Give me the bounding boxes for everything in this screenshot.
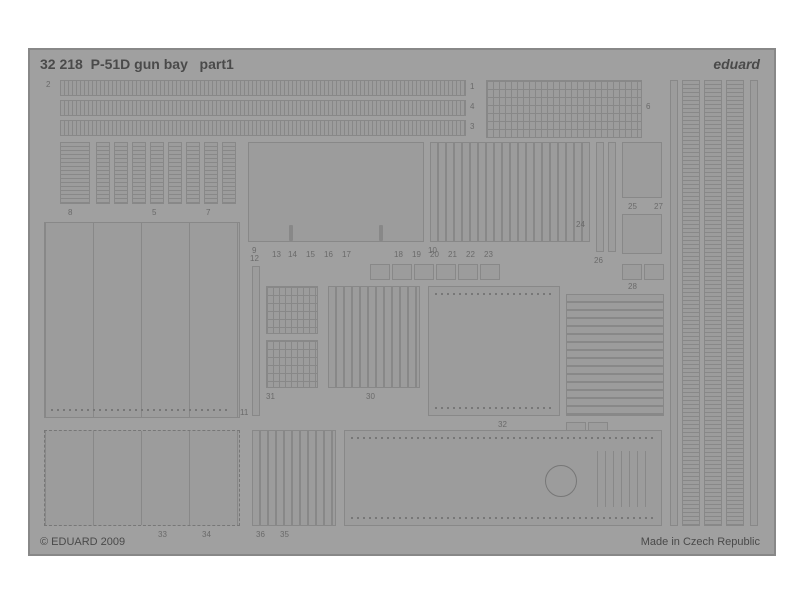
part-24: [608, 142, 616, 252]
label-17: 17: [342, 250, 351, 259]
rivets-bot-b: [351, 517, 657, 519]
part-25: [622, 142, 662, 198]
part-bar-4: [132, 142, 146, 204]
part-bar-7: [186, 142, 200, 204]
label-15: 15: [306, 250, 315, 259]
part-right-strip-2: [704, 80, 722, 526]
label-7: 7: [206, 208, 210, 217]
label-32: 32: [498, 420, 507, 429]
label-3: 3: [470, 122, 474, 131]
label-19: 19: [412, 250, 421, 259]
part-9: [248, 142, 424, 242]
label-1: 1: [470, 82, 474, 91]
label-31: 31: [266, 392, 275, 401]
part-3: [60, 120, 466, 136]
chip-c: [414, 264, 434, 280]
label-27: 27: [654, 202, 663, 211]
chip-a: [370, 264, 390, 280]
rivets-32-b: [435, 407, 555, 409]
label-13: 13: [272, 250, 281, 259]
divider-2: [750, 80, 758, 526]
label-23: 23: [484, 250, 493, 259]
part-32: [428, 286, 560, 416]
label-26: 26: [594, 256, 603, 265]
part-bar-6: [168, 142, 182, 204]
etch-sheet: 32 218 P-51D gun bay part1 eduard 2 1 4 …: [28, 48, 776, 556]
made-in: Made in Czech Republic: [641, 536, 760, 548]
part-bar-3: [114, 142, 128, 204]
label-5: 5: [152, 208, 156, 217]
part-bottom-panel: [344, 430, 662, 526]
part-right-strip-3: [726, 80, 744, 526]
chip-f: [480, 264, 500, 280]
part-29-block: [566, 294, 664, 416]
vent-slots: [597, 451, 647, 507]
part-10: [430, 142, 590, 242]
chip-e: [458, 264, 478, 280]
part-bar-9: [222, 142, 236, 204]
chip-b: [392, 264, 412, 280]
part-31: [266, 340, 318, 388]
sheet-footer: © EDUARD 2009 Made in Czech Republic: [40, 536, 760, 548]
part-27: [622, 214, 662, 254]
part-36b: [252, 430, 336, 526]
product-part: part1: [200, 56, 234, 72]
brand: eduard: [713, 56, 760, 76]
part-33: [44, 430, 240, 526]
part-bar-2: [96, 142, 110, 204]
label-4: 4: [470, 102, 474, 111]
label-22: 22: [466, 250, 475, 259]
label-8: 8: [68, 208, 72, 217]
label-2: 2: [46, 80, 50, 89]
rivets-11-b: [51, 409, 231, 411]
label-18: 18: [394, 250, 403, 259]
sheet-header: 32 218 P-51D gun bay part1 eduard: [40, 56, 760, 76]
part-1: [60, 80, 466, 96]
label-12: 12: [250, 254, 259, 263]
part-4: [60, 100, 466, 116]
part-right-strip-1: [682, 80, 700, 526]
part-6: [486, 80, 642, 138]
label-6: 6: [646, 102, 650, 111]
part-30: [328, 286, 420, 388]
part-26: [596, 142, 604, 252]
part-28a: [622, 264, 642, 280]
part-12: [252, 266, 260, 416]
part-31a: [266, 286, 318, 334]
slot-1: [289, 225, 293, 241]
rivets-32-t: [435, 293, 555, 295]
label-30: 30: [366, 392, 375, 401]
label-28: 28: [628, 282, 637, 291]
label-11: 11: [240, 408, 248, 417]
label-16: 16: [324, 250, 333, 259]
part-5: [150, 142, 164, 204]
part-28b: [644, 264, 664, 280]
slot-2: [379, 225, 383, 241]
label-24: 24: [576, 220, 585, 229]
product-title: P-51D gun bay: [91, 56, 188, 72]
product-code: 32 218: [40, 56, 83, 72]
rivets-bot-t: [351, 437, 657, 439]
chip-d: [436, 264, 456, 280]
part-11: [44, 222, 240, 418]
label-25: 25: [628, 202, 637, 211]
label-21: 21: [448, 250, 457, 259]
part-7: [204, 142, 218, 204]
copyright: © EDUARD 2009: [40, 536, 125, 548]
part-8: [60, 142, 90, 204]
divider-1: [670, 80, 678, 526]
header-left: 32 218 P-51D gun bay part1: [40, 56, 234, 76]
label-14: 14: [288, 250, 297, 259]
label-20: 20: [430, 250, 439, 259]
circle-1: [545, 465, 577, 497]
